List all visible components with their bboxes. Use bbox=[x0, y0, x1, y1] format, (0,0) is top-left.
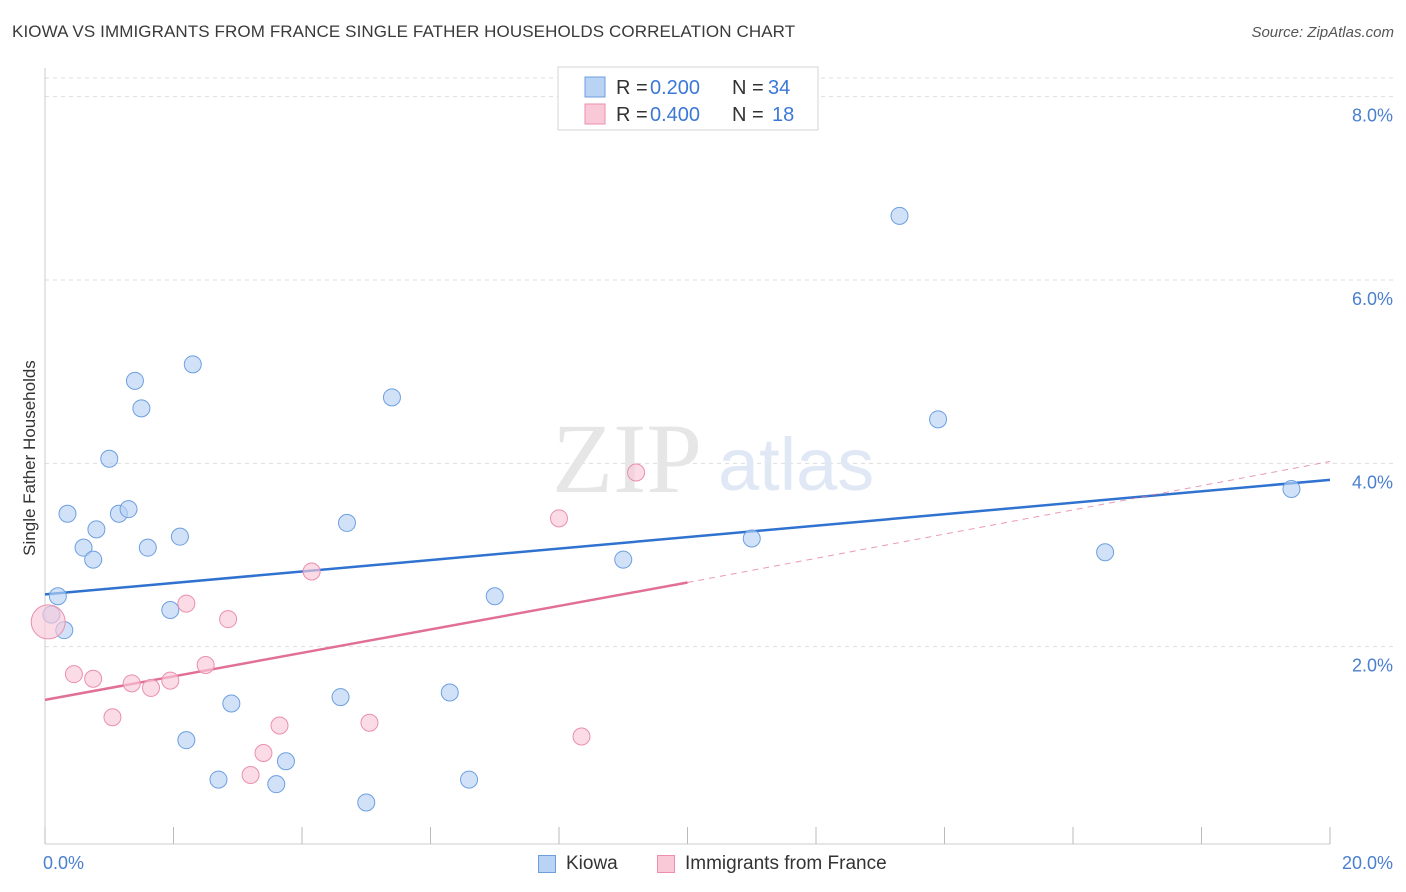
kiowa-point bbox=[929, 410, 948, 429]
kiowa-point bbox=[209, 770, 228, 789]
kiowa-point bbox=[74, 538, 93, 557]
y-tick-label: 6.0% bbox=[1352, 289, 1393, 309]
france-point bbox=[103, 708, 122, 727]
legend-r-label: R = bbox=[616, 77, 648, 99]
france-point bbox=[30, 604, 66, 640]
france-point bbox=[161, 671, 180, 690]
kiowa-point bbox=[337, 513, 356, 532]
grid-layer bbox=[45, 77, 1395, 648]
legend-r-value-kiowa: 0.200 bbox=[650, 77, 700, 99]
legend-swatch-kiowa bbox=[584, 76, 606, 98]
kiowa-point bbox=[440, 683, 459, 702]
france-point bbox=[627, 463, 646, 482]
y-tick-label: 8.0% bbox=[1352, 106, 1393, 126]
watermark-zip: ZIP bbox=[552, 403, 702, 514]
x-tick-label-right: 20.0% bbox=[1342, 853, 1393, 873]
chart-title: KIOWA VS IMMIGRANTS FROM FRANCE SINGLE F… bbox=[12, 22, 796, 41]
france-point bbox=[84, 669, 103, 688]
watermark: ZIP atlas bbox=[552, 403, 874, 514]
france-point bbox=[196, 656, 215, 674]
kiowa-point bbox=[276, 752, 295, 771]
stats-legend: R = 0.200 N = 34 R = 0.400 N = 18 bbox=[557, 66, 819, 131]
watermark-atlas: atlas bbox=[718, 423, 874, 506]
series-legend: Kiowa Immigrants from France bbox=[0, 850, 1406, 880]
france-point bbox=[360, 713, 379, 732]
france-point bbox=[177, 594, 196, 613]
legend-r-label: R = bbox=[616, 104, 648, 126]
source-label: Source: ZipAtlas.com bbox=[1251, 24, 1394, 41]
legend-n-label: N = bbox=[732, 77, 764, 99]
legend-label-kiowa: Kiowa bbox=[566, 853, 618, 874]
kiowa-point bbox=[1096, 543, 1115, 562]
kiowa-point bbox=[87, 520, 106, 539]
legend-r-value-france: 0.400 bbox=[650, 104, 700, 126]
france-point bbox=[241, 766, 260, 784]
france-swatch bbox=[657, 855, 675, 873]
points-layer bbox=[30, 206, 1301, 812]
france-point bbox=[142, 678, 161, 697]
trend-line-france-extended bbox=[687, 461, 1331, 583]
france-point bbox=[219, 610, 238, 629]
kiowa-point bbox=[132, 399, 151, 418]
kiowa-point bbox=[222, 694, 241, 713]
france-point bbox=[302, 562, 321, 581]
legend-swatch-france bbox=[584, 103, 606, 125]
kiowa-point bbox=[170, 527, 189, 546]
france-point bbox=[254, 744, 273, 762]
france-point bbox=[550, 509, 568, 528]
axis-layer: 2.0% 4.0% 6.0% 8.0% 0.0% 20.0% bbox=[43, 68, 1393, 873]
kiowa-point bbox=[58, 504, 77, 523]
kiowa-point bbox=[138, 538, 157, 557]
legend-n-value-france: 18 bbox=[772, 104, 794, 126]
kiowa-point bbox=[48, 587, 67, 606]
kiowa-point bbox=[742, 529, 761, 548]
x-tick-label-left: 0.0% bbox=[43, 853, 84, 873]
legend-n-label: N = bbox=[732, 104, 764, 126]
kiowa-point bbox=[100, 449, 119, 468]
kiowa-point bbox=[267, 775, 286, 794]
y-axis-label: Single Father Households bbox=[20, 360, 39, 556]
legend-n-value-kiowa: 34 bbox=[768, 77, 790, 99]
kiowa-point bbox=[485, 587, 504, 606]
kiowa-point bbox=[177, 731, 196, 750]
france-point bbox=[64, 665, 83, 684]
kiowa-point bbox=[161, 601, 180, 619]
france-point bbox=[122, 674, 141, 693]
kiowa-point bbox=[460, 770, 479, 789]
kiowa-point bbox=[119, 500, 138, 519]
kiowa-point bbox=[1282, 480, 1301, 498]
kiowa-point bbox=[183, 355, 202, 374]
kiowa-point bbox=[614, 550, 633, 569]
kiowa-point bbox=[890, 206, 909, 225]
trend-line-kiowa bbox=[44, 478, 1331, 596]
legend-item-kiowa[interactable]: Kiowa bbox=[538, 853, 618, 875]
kiowa-point bbox=[357, 793, 376, 812]
kiowa-point bbox=[382, 388, 401, 407]
legend-label-france: Immigrants from France bbox=[685, 853, 887, 874]
y-tick-label: 4.0% bbox=[1352, 472, 1393, 492]
france-point bbox=[270, 716, 289, 735]
kiowa-swatch bbox=[538, 855, 556, 873]
kiowa-point bbox=[125, 371, 144, 390]
kiowa-point bbox=[331, 688, 350, 707]
y-tick-label: 2.0% bbox=[1352, 656, 1393, 676]
france-point bbox=[572, 727, 591, 746]
kiowa-point bbox=[84, 550, 103, 569]
trend-line-france bbox=[44, 581, 688, 702]
legend-item-france[interactable]: Immigrants from France bbox=[657, 853, 887, 875]
